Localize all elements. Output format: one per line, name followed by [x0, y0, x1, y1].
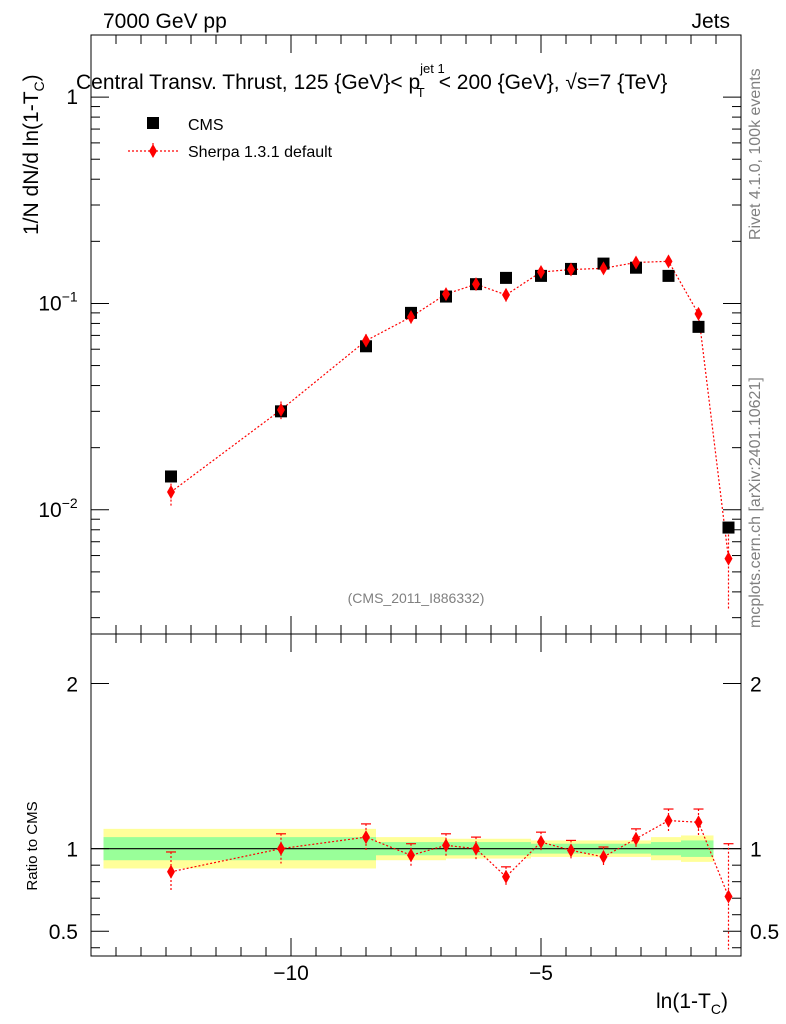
main-ylabel: 1/N dN/d ln(1-TC)	[20, 74, 47, 235]
header-energy: 7000 GeV pp	[103, 10, 227, 33]
ratio-panel: 0.5 0.5 1 1 2 2 Ratio to CMS	[24, 633, 779, 957]
ratio-points	[167, 813, 733, 904]
title-part2: < 200 {GeV}, √s=7 {TeV}	[439, 71, 668, 94]
title-sub: T	[417, 85, 425, 100]
cms-point	[500, 271, 512, 284]
title-part1: Central Transv. Thrust, 125 {GeV}< p	[76, 71, 420, 94]
mc-line	[170, 260, 730, 559]
mc-point	[442, 287, 450, 302]
mc-series-line	[170, 260, 730, 559]
ratio-line	[170, 819, 730, 897]
ratio-frame	[90, 633, 742, 957]
ratio-point	[407, 848, 415, 863]
ratio-point	[724, 889, 733, 904]
ratio-y-tick-label-left: 0.5	[49, 921, 78, 944]
mc-point	[472, 277, 480, 292]
mc-point	[724, 551, 733, 566]
x-tick-labels: −10 −5	[273, 962, 553, 985]
y-tick-label: 1	[66, 86, 78, 109]
main-panel: 10−2 10−1 1 Central Transv. Thrust, 125 {G…	[20, 34, 742, 635]
chart-title: Central Transv. Thrust, 125 {GeV}< pjet …	[76, 61, 667, 100]
cms-point	[692, 320, 705, 333]
ratio-y-tick-label-right: 2	[750, 674, 762, 697]
header-process: Jets	[691, 10, 730, 33]
legend-mc-marker	[149, 144, 157, 158]
mc-point	[407, 309, 415, 324]
cms-point	[722, 521, 735, 534]
mc-error-bars	[170, 256, 730, 610]
mc-point	[632, 255, 640, 270]
ratio-point	[442, 838, 450, 853]
ratio-point	[632, 831, 640, 846]
legend-mc-label: Sherpa 1.3.1 default	[188, 144, 333, 161]
ratio-point	[664, 813, 673, 828]
cms-point	[662, 269, 675, 282]
rivet-label: Rivet 4.1.0, 100k events	[747, 68, 764, 240]
ratio-point	[472, 841, 480, 856]
legend-cms-marker	[147, 117, 159, 129]
ratio-point	[599, 849, 608, 864]
ratio-axis-ticks: 0.5 0.5 1 1 2 2	[49, 634, 779, 956]
title-sup: jet 1	[419, 61, 445, 76]
ratio-series-line	[170, 819, 730, 897]
ratio-point	[567, 843, 575, 858]
mc-data-points	[167, 254, 733, 566]
legend-cms-label: CMS	[188, 117, 224, 134]
mc-point	[567, 262, 575, 277]
mc-point	[502, 287, 510, 302]
ratio-y-tick-label-right: 0.5	[750, 921, 779, 944]
ratio-y-tick-label-right: 1	[750, 839, 762, 862]
y-tick-label: 10−2	[38, 495, 78, 522]
mc-point	[599, 261, 608, 276]
analysis-watermark: (CMS_2011_I886332)	[348, 590, 485, 606]
mc-point	[694, 306, 703, 321]
ratio-point	[694, 815, 703, 830]
ratio-point	[537, 835, 545, 850]
ratio-y-tick-label-left: 1	[66, 839, 78, 862]
x-axis-label: ln(1-TC)	[656, 990, 728, 1017]
x-tick-label: −5	[529, 962, 553, 985]
ratio-point	[167, 864, 175, 879]
ratio-point	[502, 869, 510, 884]
mc-point	[664, 254, 673, 269]
ratio-y-tick-label-left: 2	[66, 674, 78, 697]
ratio-point	[277, 841, 285, 856]
mc-point	[277, 402, 285, 417]
mc-point	[362, 333, 370, 348]
ratio-point	[362, 830, 370, 845]
cms-data-points	[165, 257, 735, 534]
y-tick-label: 10−1	[38, 288, 78, 315]
cms-point	[165, 470, 177, 483]
legend: CMS Sherpa 1.3.1 default	[128, 117, 333, 161]
ratio-ylabel: Ratio to CMS	[24, 801, 41, 890]
main-axis-ticks: 10−2 10−1 1	[38, 34, 742, 634]
mc-point	[537, 265, 545, 280]
mc-point	[167, 484, 175, 499]
mcplots-label: mcplots.cern.ch [arXiv:2401.10621]	[747, 377, 764, 628]
x-tick-label: −10	[273, 962, 309, 985]
